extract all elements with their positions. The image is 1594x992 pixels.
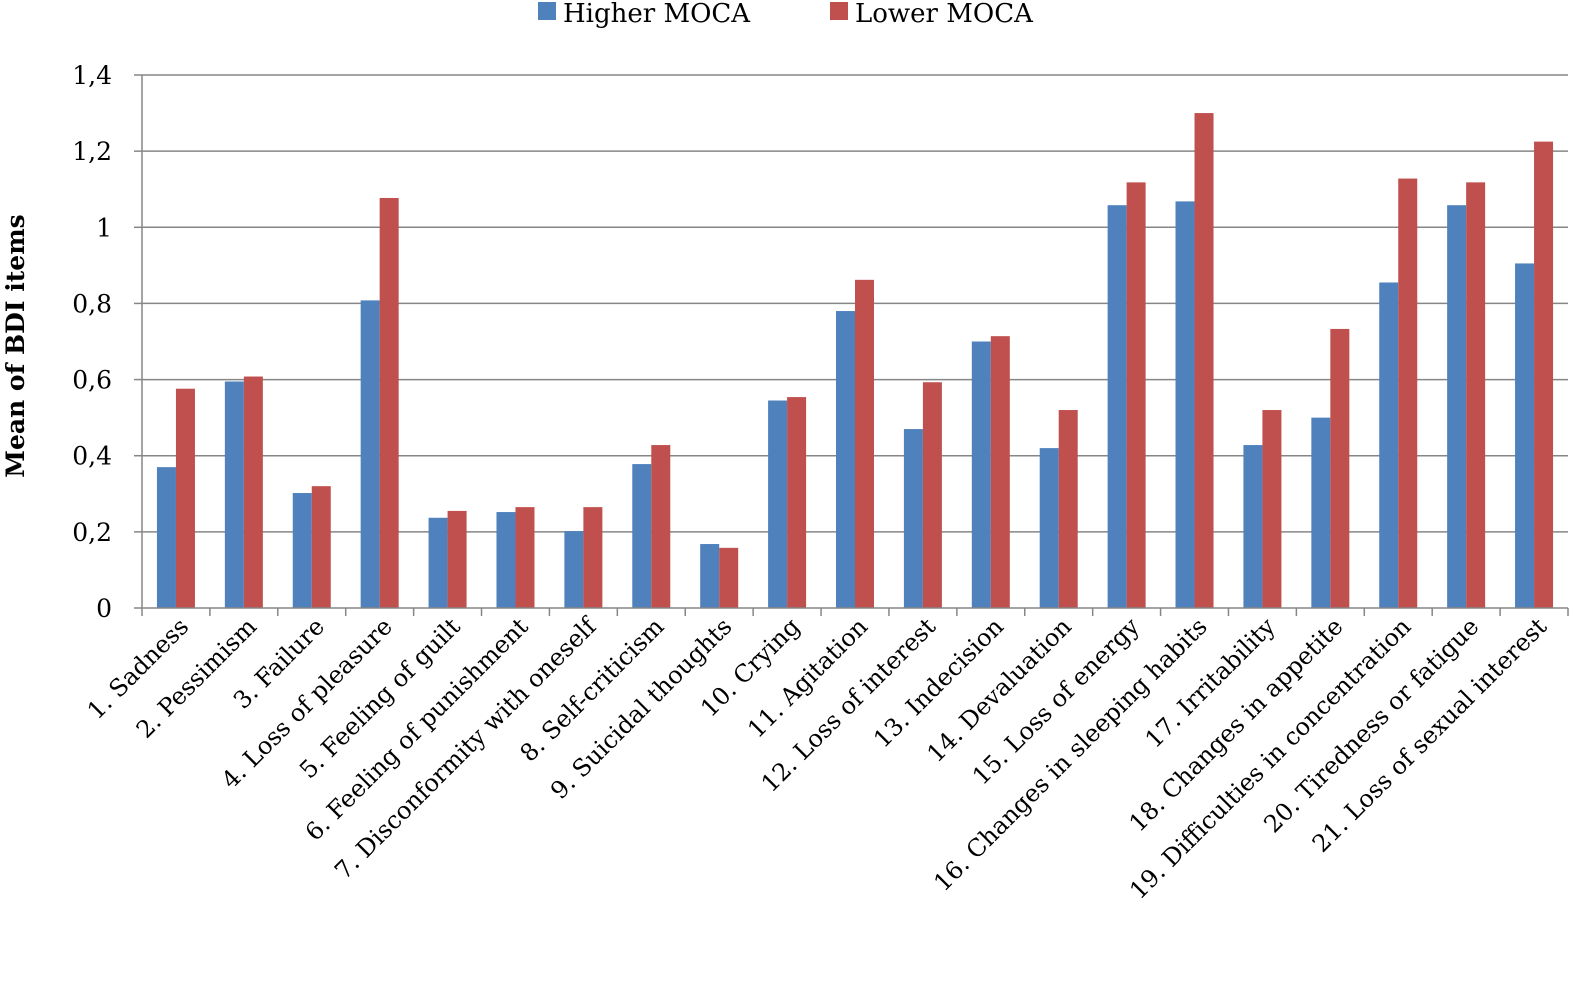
legend-label-lower-moca: Lower MOCA: [855, 0, 1034, 29]
bar-higher-moca: [971, 341, 991, 608]
y-tick-label: 1,4: [72, 61, 112, 90]
legend-swatch-higher-moca: [538, 2, 556, 20]
bar-lower-moca: [990, 336, 1010, 608]
bar-lower-moca: [855, 279, 874, 608]
bar-lower-moca: [1058, 410, 1078, 608]
x-category-label: 2. Pessimism: [131, 612, 262, 743]
bar-lower-moca: [1398, 178, 1418, 608]
bar-lower-moca: [447, 510, 467, 608]
bar-higher-moca: [360, 300, 380, 608]
bar-higher-moca: [224, 381, 244, 608]
bar-higher-moca: [1311, 417, 1331, 608]
y-tick-label: 0,2: [72, 518, 112, 547]
bar-lower-moca: [787, 397, 807, 608]
legend-swatch-lower-moca: [830, 2, 848, 20]
bar-lower-moca: [379, 197, 399, 609]
bar-lower-moca: [175, 388, 195, 608]
bar-lower-moca: [583, 507, 603, 608]
bar-higher-moca: [428, 517, 448, 608]
bar-lower-moca: [1534, 141, 1554, 608]
axes: [141, 75, 1568, 609]
bar-higher-moca: [1039, 448, 1059, 608]
bar-lower-moca: [1330, 328, 1350, 608]
bar-lower-moca: [922, 382, 942, 608]
bar-higher-moca: [700, 544, 720, 608]
bar-higher-moca: [564, 531, 584, 608]
bar-higher-moca: [836, 311, 855, 608]
bar-higher-moca: [1379, 282, 1399, 608]
bar-lower-moca: [1126, 182, 1146, 608]
y-tick-label: 1: [96, 213, 112, 242]
bar-higher-moca: [632, 464, 652, 608]
bar-lower-moca: [651, 445, 671, 608]
bar-lower-moca: [515, 507, 535, 608]
y-tick-label: 1,2: [72, 137, 112, 166]
bar-higher-moca: [1515, 263, 1535, 608]
bar-lower-moca: [243, 376, 263, 608]
bar-lower-moca: [719, 547, 739, 608]
bar-higher-moca: [292, 493, 312, 608]
bar-lower-moca: [1262, 410, 1282, 608]
x-axis-ticks: [141, 608, 1569, 616]
bar-higher-moca: [156, 467, 176, 608]
bar-lower-moca: [311, 486, 331, 608]
bar-higher-moca: [1447, 205, 1467, 608]
bar-higher-moca: [768, 400, 788, 608]
y-tick-label: 0,4: [72, 442, 112, 471]
bar-higher-moca: [903, 429, 923, 608]
bar-lower-moca: [1194, 113, 1214, 609]
legend: Higher MOCA Lower MOCA: [538, 0, 1034, 29]
y-tick-label: 0,8: [72, 289, 112, 318]
y-tick-label: 0: [96, 594, 112, 623]
bars: [156, 113, 1554, 609]
y-axis-title: Mean of BDI items: [1, 214, 30, 477]
bar-higher-moca: [1243, 445, 1263, 608]
bar-higher-moca: [496, 512, 516, 608]
bar-higher-moca: [1107, 205, 1127, 608]
legend-label-higher-moca: Higher MOCA: [563, 0, 751, 29]
x-category-label: 11. Agitation: [742, 612, 873, 743]
bar-lower-moca: [1466, 182, 1486, 608]
y-tick-label: 0,6: [72, 366, 112, 395]
y-axis-ticks: 0 0,2 0,4 0,6 0,8 1 1,2 1,4: [72, 61, 142, 623]
bar-higher-moca: [1175, 201, 1195, 608]
